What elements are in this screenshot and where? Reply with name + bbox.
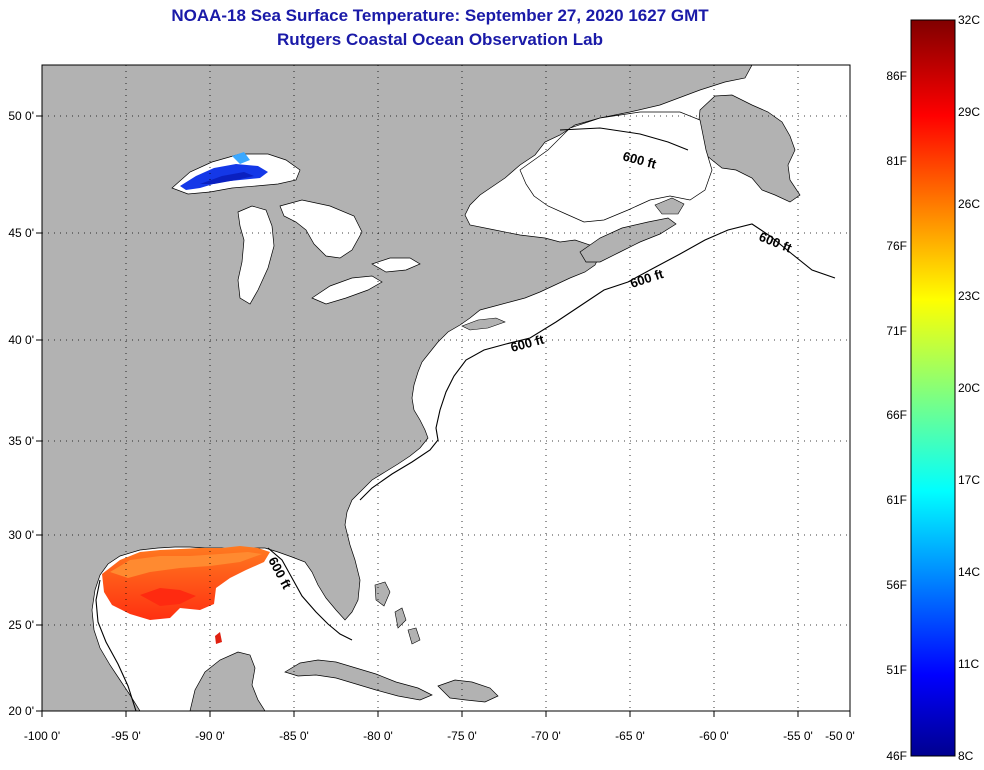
x-axis-ticks	[41, 711, 851, 717]
y-tick-label: 45 0'	[8, 226, 34, 240]
y-tick-label: 40 0'	[8, 333, 34, 347]
y-tick-label: 20 0'	[8, 704, 34, 718]
map-title: NOAA-18 Sea Surface Temperature: Septemb…	[171, 6, 709, 25]
x-tick-label: -95 0'	[111, 729, 141, 743]
contour-600ft-st-lawrence	[559, 127, 689, 151]
lake-huron	[279, 199, 363, 259]
y-tick-label: 25 0'	[8, 618, 34, 632]
gulf-st-lawrence	[519, 111, 713, 223]
lake-michigan	[237, 205, 275, 305]
sst-gulf-patch	[215, 632, 222, 644]
sst-lake-superior-core	[200, 172, 254, 184]
land-cape-breton	[654, 197, 685, 215]
x-tick-label: -60 0'	[699, 729, 729, 743]
land-yucatan	[189, 651, 266, 711]
x-tick-label: -75 0'	[447, 729, 477, 743]
land-nova-scotia	[579, 217, 677, 263]
contour-600ft-shelf	[359, 223, 836, 501]
land-newfoundland	[697, 94, 801, 203]
y-tick-label: 50 0'	[8, 109, 34, 123]
x-tick-label: -85 0'	[279, 729, 309, 743]
lake-ontario	[371, 257, 421, 273]
x-tick-label: -90 0'	[195, 729, 225, 743]
y-tick-label: 35 0'	[8, 434, 34, 448]
land-bahamas	[374, 581, 421, 645]
contour-600ft-gulf	[95, 547, 353, 711]
sst-gulf-hot-spot	[140, 588, 196, 606]
land-cuba	[284, 659, 433, 701]
x-tick-label: -55 0'	[783, 729, 813, 743]
land-long-island	[461, 317, 506, 331]
land-hispaniola	[437, 679, 499, 703]
y-tick-label: 30 0'	[8, 528, 34, 542]
x-tick-label: -70 0'	[531, 729, 561, 743]
x-tick-label: -50 0'	[825, 729, 855, 743]
lake-erie	[311, 275, 383, 305]
sst-lake-superior-edge	[232, 152, 250, 164]
map-subtitle: Rutgers Coastal Ocean Observation Lab	[277, 30, 603, 49]
plot-frame	[41, 64, 851, 712]
y-axis-ticks	[36, 115, 42, 712]
x-tick-label: -80 0'	[363, 729, 393, 743]
x-tick-label: -65 0'	[615, 729, 645, 743]
land-north-america	[42, 65, 753, 711]
sst-gulf-warm-band	[110, 552, 262, 578]
x-tick-label: -100 0'	[24, 729, 60, 743]
